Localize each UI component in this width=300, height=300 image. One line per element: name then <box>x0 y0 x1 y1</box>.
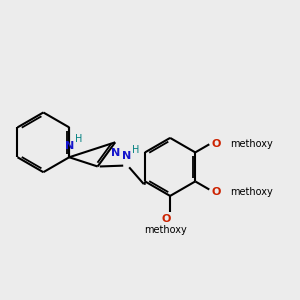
Text: N: N <box>110 148 120 158</box>
Text: O: O <box>212 187 221 196</box>
Text: H: H <box>75 134 82 145</box>
Text: O: O <box>212 139 221 149</box>
Text: H: H <box>132 145 139 155</box>
Text: methoxy: methoxy <box>145 225 187 235</box>
Text: methoxy: methoxy <box>231 139 273 149</box>
Text: N: N <box>122 152 131 161</box>
Text: methoxy: methoxy <box>231 187 273 196</box>
Text: O: O <box>161 214 171 224</box>
Text: N: N <box>64 141 74 151</box>
